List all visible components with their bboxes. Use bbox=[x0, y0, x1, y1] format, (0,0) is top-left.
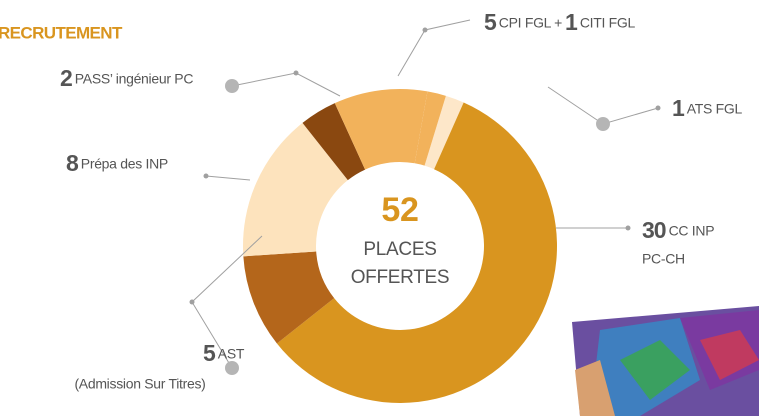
donut-slice bbox=[334, 88, 428, 170]
donut-slice bbox=[414, 91, 446, 166]
leader-dot bbox=[655, 105, 661, 111]
photo bbox=[572, 306, 759, 416]
leader-dot bbox=[225, 361, 239, 375]
leader-dot bbox=[596, 117, 610, 131]
value-label: 30 bbox=[642, 217, 666, 243]
category-label: ATS FGL bbox=[687, 101, 743, 117]
joiner: + bbox=[554, 15, 562, 31]
category-label: PASS’ ingénieur PC bbox=[75, 71, 194, 87]
category-label: CC INP bbox=[669, 223, 715, 239]
donut-slice bbox=[302, 103, 366, 181]
category-label: AST bbox=[218, 346, 245, 362]
center-total: 52 bbox=[381, 191, 418, 229]
leader-line bbox=[397, 19, 471, 77]
value-label: 2 bbox=[60, 65, 72, 91]
category-label: Prépa des INP bbox=[81, 156, 168, 172]
center-label: PLACES bbox=[363, 239, 436, 260]
donut-slice bbox=[424, 95, 464, 170]
leader-dot bbox=[203, 173, 209, 179]
leader-dot bbox=[189, 299, 195, 305]
category-label: PC-CH bbox=[642, 251, 685, 267]
center-label: OFFERTES bbox=[351, 267, 450, 288]
leader-dot bbox=[625, 225, 631, 231]
value-label: 1 bbox=[672, 95, 685, 121]
value-label: 5 bbox=[484, 9, 497, 35]
title: RECRUTEMENT bbox=[0, 23, 123, 42]
value-label: 5 bbox=[203, 340, 216, 366]
leader-line bbox=[231, 72, 341, 97]
leader-dot bbox=[293, 70, 299, 76]
category-label: CITI FGL bbox=[580, 15, 636, 31]
value-label: 8 bbox=[66, 150, 79, 176]
category-label: (Admission Sur Titres) bbox=[74, 376, 205, 392]
donut-slice bbox=[243, 251, 335, 344]
donut-slice bbox=[243, 122, 348, 257]
leader-line bbox=[205, 175, 251, 181]
donut-slice bbox=[276, 102, 558, 404]
value-label: 1 bbox=[565, 9, 578, 35]
category-label: CPI FGL bbox=[499, 15, 552, 31]
leader-dot bbox=[422, 27, 428, 33]
leader-dot bbox=[225, 79, 239, 93]
